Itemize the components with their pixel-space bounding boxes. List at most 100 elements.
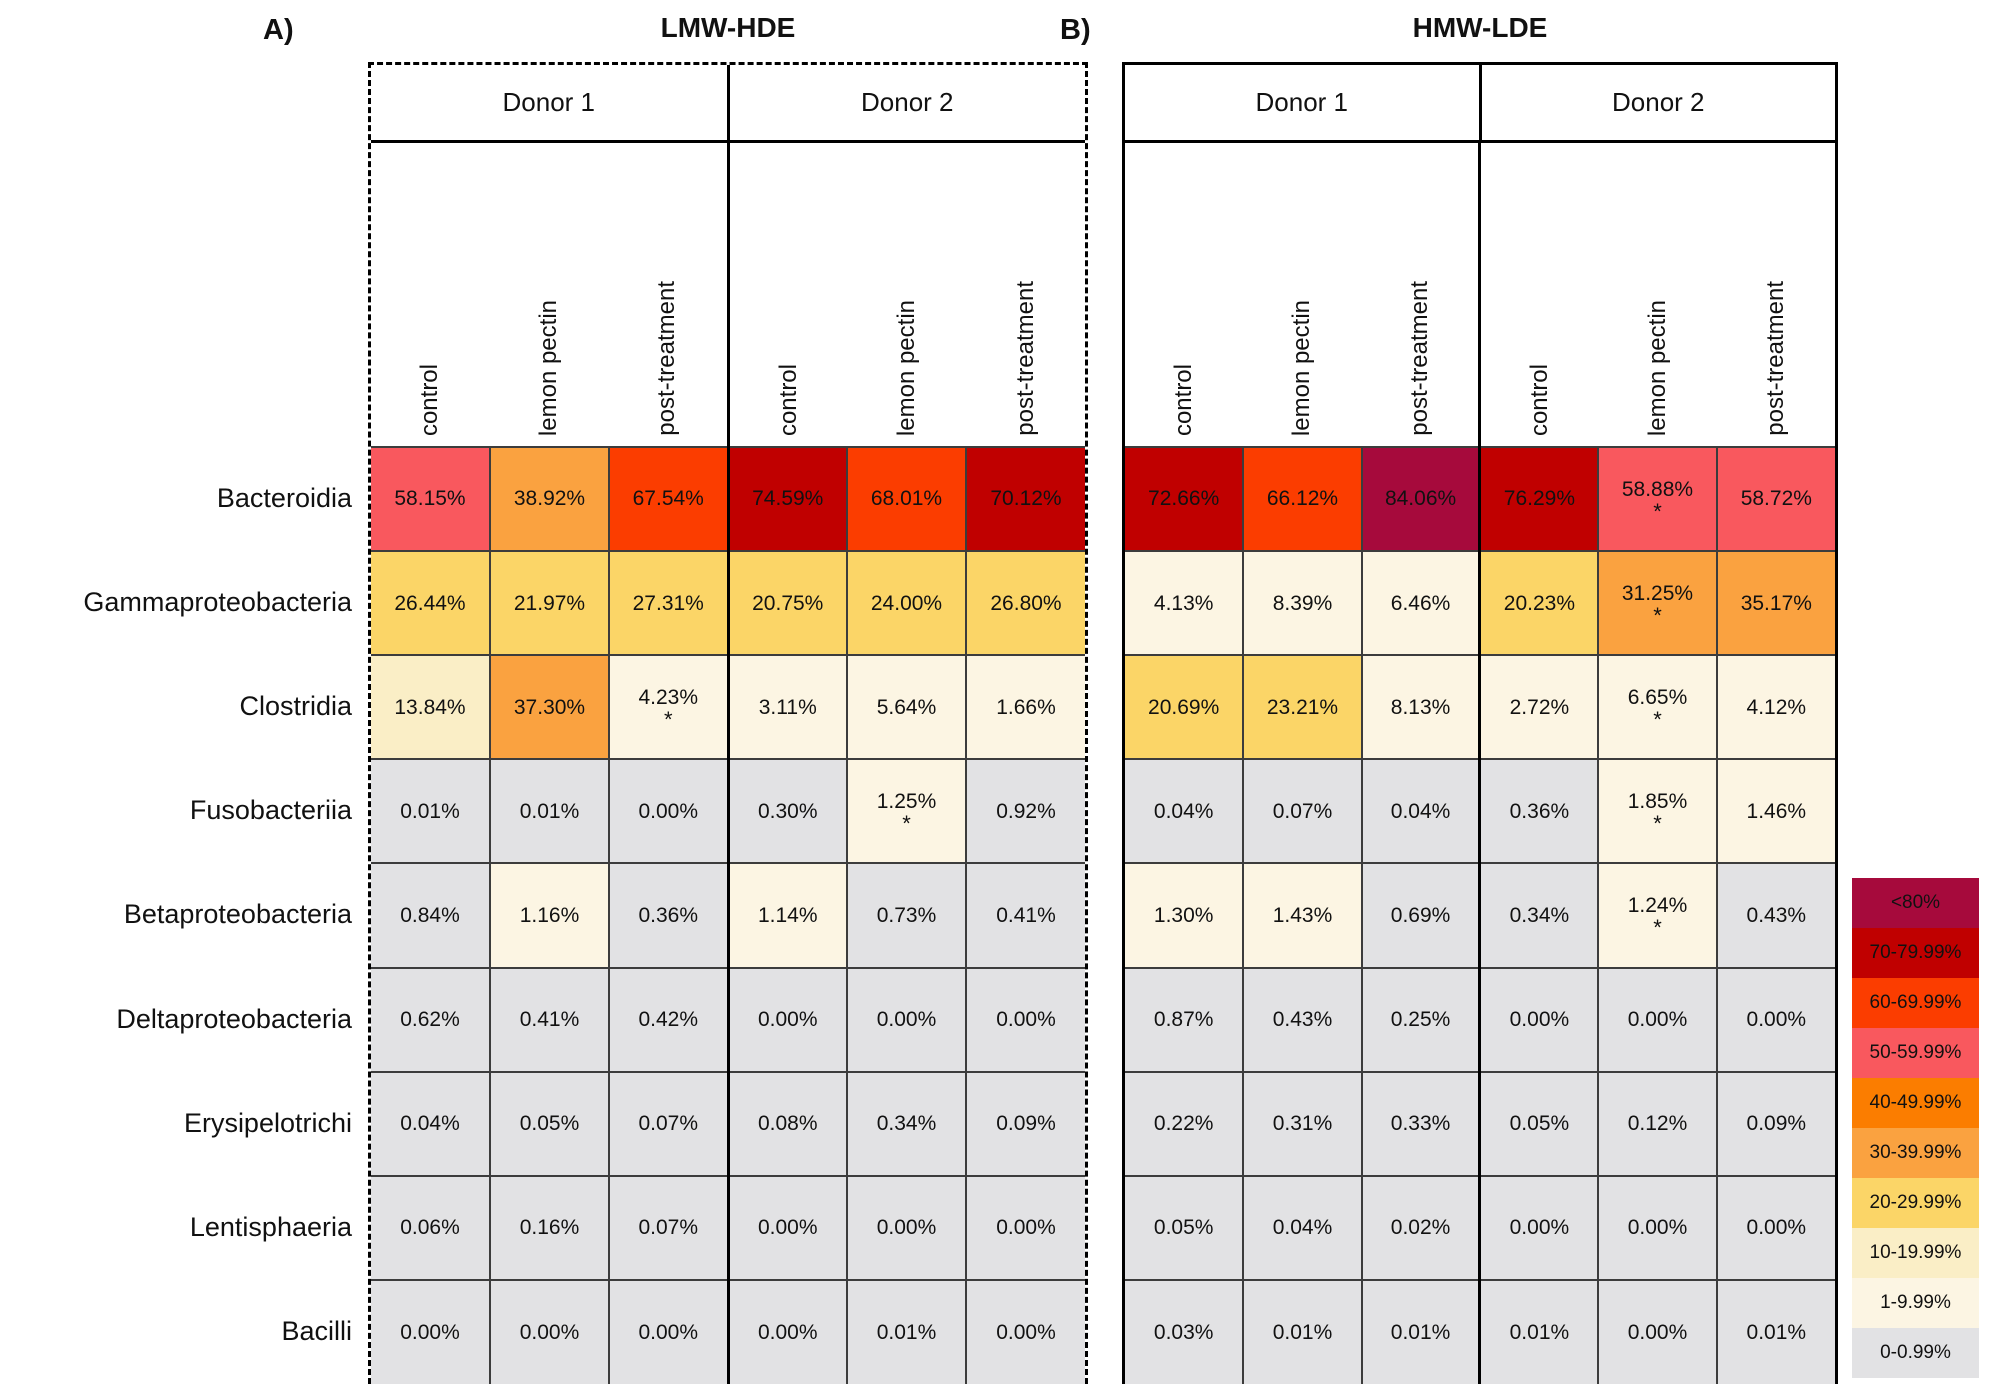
heatmap-cell: 6.46%	[1360, 550, 1481, 657]
heatmap-cell: 3.11%	[726, 654, 848, 761]
cell-value: 20.69%	[1148, 695, 1220, 719]
cell-value: 0.02%	[1390, 1216, 1451, 1240]
cell-value: 1.25%	[876, 789, 937, 813]
heatmap-cell: 26.44%	[371, 550, 491, 657]
heatmap-cell: 27.31%	[608, 550, 729, 657]
heatmap-cell: 1.30%	[1125, 862, 1245, 969]
heatmap-row: 4.13% 8.39% 6.46% 20.23% 31.25% * 35.17%	[1125, 550, 1835, 657]
row-label: Deltaproteobacteria	[116, 1003, 352, 1034]
cell-value: 0.33%	[1390, 1112, 1451, 1136]
cell-value: 0.41%	[519, 1008, 580, 1031]
heatmap-cell: 1.43%	[1242, 862, 1363, 969]
significance-asterisk: *	[1653, 706, 1662, 732]
heatmap-cell: 0.05%	[1478, 1070, 1600, 1177]
cell-value: 4.12%	[1746, 695, 1807, 719]
heatmap-cell: 1.85% *	[1597, 758, 1718, 865]
heatmap-cell: 66.12%	[1242, 445, 1363, 553]
heatmap-row: 0.06% 0.16% 0.07% 0.00% 0.00% 0.00%	[371, 1174, 1085, 1281]
cell-value: 0.00%	[757, 1320, 818, 1344]
cell-value: 0.30%	[757, 799, 818, 823]
cell-value: 0.07%	[638, 1216, 699, 1240]
panel-b-title: HMW-LDE	[1412, 12, 1548, 43]
heatmap-cell: 20.69%	[1125, 654, 1245, 761]
cell-value: 0.06%	[400, 1216, 460, 1240]
legend-label: 10-19.99%	[1869, 1242, 1962, 1263]
heatmap-cell: 84.06%	[1360, 445, 1481, 553]
heatmap-cell: 0.62%	[371, 966, 491, 1073]
condition-label: control	[416, 363, 444, 436]
cell-value: 0.31%	[1272, 1112, 1333, 1136]
heatmap-row: 0.00% 0.00% 0.00% 0.00% 0.01% 0.00%	[371, 1278, 1085, 1384]
heatmap-cell: 67.54%	[608, 445, 729, 553]
cell-value: 0.34%	[876, 1112, 937, 1136]
heatmap-cell: 0.22%	[1125, 1070, 1245, 1177]
condition-label: post-treatment	[653, 281, 681, 436]
legend-item: 30-39.99%	[1852, 1128, 1979, 1178]
cell-value: 23.21%	[1266, 695, 1339, 719]
cell-value: 0.34%	[1509, 903, 1570, 927]
heatmap-cell: 13.84%	[371, 654, 491, 761]
cell-value: 0.01%	[1746, 1320, 1807, 1344]
panel-a-title: LMW-HDE	[660, 12, 796, 43]
cell-value: 0.41%	[996, 903, 1056, 927]
heatmap-cell: 23.21%	[1242, 654, 1363, 761]
heatmap-cell: 0.07%	[608, 1174, 729, 1281]
heatmap-cell: 0.00%	[608, 758, 729, 865]
heatmap-row: 0.87% 0.43% 0.25% 0.00% 0.00% 0.00%	[1125, 966, 1835, 1073]
heatmap-cell: 0.06%	[371, 1174, 491, 1281]
legend-label: 1-9.99%	[1880, 1292, 1951, 1313]
heatmap-row: 0.05% 0.04% 0.02% 0.00% 0.00% 0.00%	[1125, 1174, 1835, 1281]
heatmap-cell: 0.07%	[1242, 758, 1363, 865]
heatmap-cell: 0.02%	[1360, 1174, 1481, 1281]
cell-value: 0.00%	[1746, 1216, 1807, 1240]
row-labels: Bacteroidia Gammaproteobacteria Clostridia…	[0, 446, 358, 1384]
cell-value: 0.05%	[1509, 1112, 1570, 1136]
heatmap-cell: 1.24% *	[1597, 862, 1718, 969]
heatmap-cell: 0.00%	[489, 1278, 610, 1384]
cell-value: 21.97%	[513, 591, 586, 615]
heatmap-cell: 0.01%	[1478, 1278, 1600, 1384]
heatmap-cell: 0.04%	[1242, 1174, 1363, 1281]
cell-value: 0.04%	[400, 1112, 460, 1136]
heatmap-cell: 4.12%	[1715, 654, 1835, 761]
cell-value: 1.43%	[1272, 903, 1333, 927]
row-label: Erysipelotrichi	[183, 1107, 352, 1138]
cell-value: 0.00%	[1627, 1216, 1688, 1240]
cell-value: 8.13%	[1390, 695, 1451, 719]
heatmap-cell: 72.66%	[1125, 445, 1245, 553]
cell-value: 0.00%	[1509, 1008, 1570, 1031]
legend-item: 60-69.99%	[1852, 978, 1979, 1028]
cell-value: 72.66%	[1148, 487, 1220, 511]
significance-asterisk: *	[1653, 498, 1662, 524]
cell-value: 0.62%	[400, 1008, 460, 1031]
cell-value: 0.01%	[876, 1320, 937, 1344]
heatmap-cell: 6.65% *	[1597, 654, 1718, 761]
cell-value: 0.00%	[638, 1320, 699, 1344]
heatmap-row: 20.69% 23.21% 8.13% 2.72% 6.65% * 4.12%	[1125, 654, 1835, 761]
condition-label: control	[1526, 363, 1554, 436]
row-label: Gammaproteobacteria	[83, 586, 352, 617]
condition-label-cell: post-treatment	[1717, 143, 1835, 446]
legend-label: 40-49.99%	[1869, 1092, 1962, 1113]
heatmap-cell: 0.00%	[726, 1174, 848, 1281]
heatmap-row: 0.22% 0.31% 0.33% 0.05% 0.12% 0.09%	[1125, 1070, 1835, 1177]
cell-value: 68.01%	[870, 487, 943, 511]
heatmap-cell: 0.41%	[965, 862, 1085, 969]
heatmap-cell: 0.41%	[489, 966, 610, 1073]
cell-value: 0.00%	[757, 1216, 818, 1240]
heatmap-cell: 38.92%	[489, 445, 610, 553]
heatmap-cell: 68.01%	[846, 445, 967, 553]
heatmap-cell: 0.69%	[1360, 862, 1481, 969]
heatmap-cell: 4.13%	[1125, 550, 1245, 657]
condition-label: lemon pectin	[534, 299, 562, 436]
heatmap-cell: 0.07%	[608, 1070, 729, 1177]
cell-value: 76.29%	[1503, 487, 1576, 511]
cell-value: 0.09%	[996, 1112, 1056, 1136]
cell-value: 0.05%	[1153, 1216, 1214, 1240]
heatmap-row: 0.03% 0.01% 0.01% 0.01% 0.00% 0.01%	[1125, 1278, 1835, 1384]
heatmap-cell: 0.30%	[726, 758, 848, 865]
cell-value: 0.36%	[638, 903, 699, 927]
heatmap-cell: 0.00%	[1597, 1174, 1718, 1281]
condition-label-cell: control	[1125, 143, 1243, 446]
cell-value: 1.24%	[1627, 894, 1688, 917]
